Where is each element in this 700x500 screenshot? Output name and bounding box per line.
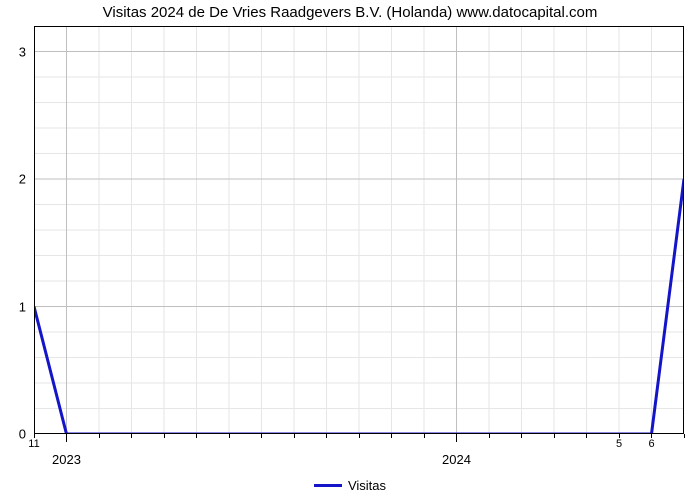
x-minor-tick: [424, 434, 425, 438]
x-tick-label: 2024: [442, 452, 471, 467]
x-minor-tick: [619, 434, 620, 438]
x-minor-tick: [164, 434, 165, 438]
legend-label: Visitas: [348, 478, 386, 493]
y-tick-label: 2: [19, 172, 26, 187]
legend: Visitas: [0, 474, 700, 493]
x-major-tick: [456, 434, 457, 442]
x-minor-tick: [489, 434, 490, 438]
x-minor-label: 11: [28, 438, 39, 450]
x-minor-tick: [229, 434, 230, 438]
chart-container: Visitas 2024 de De Vries Raadgevers B.V.…: [0, 0, 700, 500]
x-minor-tick: [521, 434, 522, 438]
x-minor-tick: [586, 434, 587, 438]
x-minor-tick: [651, 434, 652, 438]
plot-area: 0123115620232024: [34, 26, 684, 434]
x-minor-tick: [196, 434, 197, 438]
y-tick-label: 1: [19, 299, 26, 314]
x-minor-label: 5: [616, 438, 622, 450]
chart-title: Visitas 2024 de De Vries Raadgevers B.V.…: [0, 4, 700, 21]
y-tick-label: 3: [19, 44, 26, 59]
x-minor-tick: [684, 434, 685, 438]
x-minor-tick: [391, 434, 392, 438]
y-tick-label: 0: [19, 427, 26, 442]
legend-item-visitas: Visitas: [314, 478, 386, 493]
x-minor-tick: [131, 434, 132, 438]
x-minor-tick: [554, 434, 555, 438]
x-minor-tick: [99, 434, 100, 438]
x-minor-tick: [261, 434, 262, 438]
x-minor-tick: [294, 434, 295, 438]
x-major-tick: [66, 434, 67, 442]
x-minor-label: 6: [648, 438, 654, 450]
plot-svg: [34, 26, 684, 434]
legend-swatch: [314, 484, 342, 487]
x-minor-tick: [359, 434, 360, 438]
x-minor-tick: [326, 434, 327, 438]
x-minor-tick: [34, 434, 35, 438]
x-tick-label: 2023: [52, 452, 81, 467]
